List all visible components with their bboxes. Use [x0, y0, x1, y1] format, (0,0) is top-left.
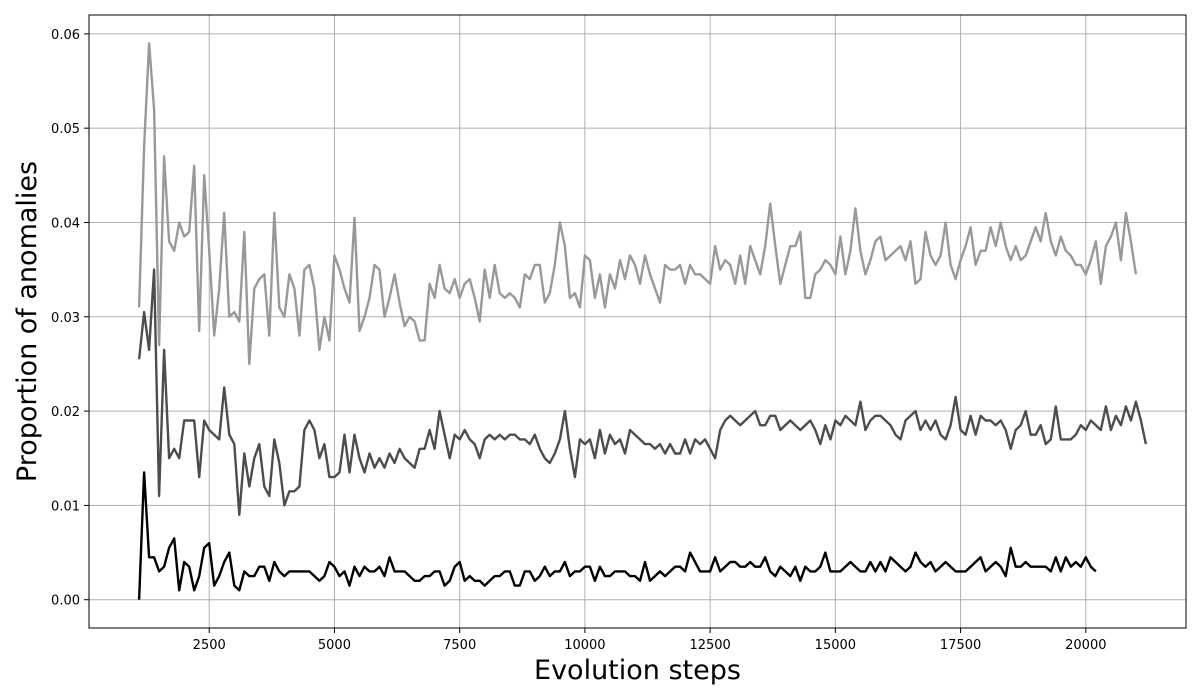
x-tick-label: 7500 — [443, 638, 476, 653]
grid — [89, 15, 1186, 628]
y-tick-label: 0.02 — [51, 405, 80, 420]
y-tick-label: 0.04 — [51, 216, 80, 231]
series-line-2 — [137, 268, 1148, 516]
y-tick-label: 0.05 — [51, 122, 80, 137]
plot-frame — [88, 14, 1187, 629]
x-tick-label: 20000 — [1065, 638, 1106, 653]
y-axis: 0.00 0.01 0.02 0.03 0.04 0.05 0.06 — [51, 28, 89, 609]
x-tick-label: 17500 — [940, 638, 981, 653]
series-group — [137, 42, 1148, 600]
x-axis: 2500 5000 7500 10000 12500 15000 17500 20000 — [193, 628, 1106, 653]
y-tick-label: 0.03 — [51, 311, 80, 326]
x-tick-label: 12500 — [689, 638, 730, 653]
x-tick-label: 10000 — [564, 638, 605, 653]
x-tick-label: 15000 — [815, 638, 856, 653]
y-axis-label: Proportion of anomalies — [12, 161, 43, 482]
series-line-3 — [137, 471, 1097, 600]
y-tick-label: 0.01 — [51, 499, 80, 514]
y-tick-label: 0.00 — [51, 594, 80, 609]
x-tick-label: 2500 — [193, 638, 226, 653]
y-tick-label: 0.06 — [51, 28, 80, 43]
x-axis-label: Evolution steps — [534, 655, 741, 686]
x-tick-label: 5000 — [318, 638, 351, 653]
series-line-1 — [137, 42, 1138, 366]
